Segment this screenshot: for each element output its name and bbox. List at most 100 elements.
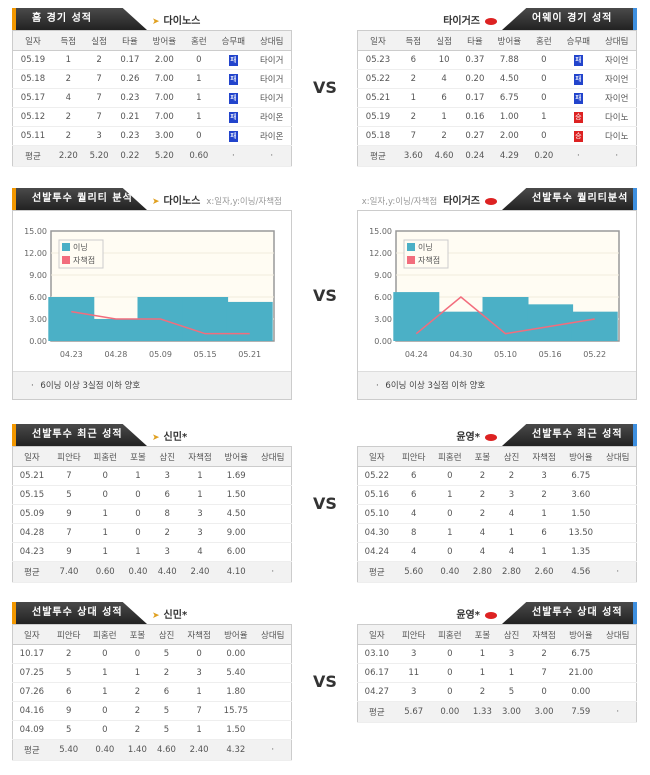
table-cell: 5 [50,485,88,505]
team-label: ➤ 다이노스 [152,12,200,27]
table-cell: 0 [183,126,215,146]
team-name: 신민* [163,432,188,443]
table-cell [254,542,292,562]
average-cell: 4.60 [428,145,460,167]
column-header: 홈런 [528,30,560,51]
table-row: 05.22 2 4 0.20 4.50 0 패 자이언 [357,69,637,89]
table-cell: 1.00 [490,107,529,127]
table-cell: 4 [181,542,219,562]
panel-header: 선발투수 퀄리티분석 x:일자,y:이닝/자책점 타이거즈 [357,188,637,210]
column-header: 포볼 [122,624,152,645]
table-cell: 2 [526,485,563,505]
table-row: 10.17 2 0 0 5 0 0.00 [12,644,292,664]
table-cell: 1 [496,523,527,543]
table-cell: 9 [50,542,88,562]
y-tick-label: 9.00 [29,271,47,280]
x-tick-label: 05.16 [539,350,562,359]
column-header: 상대팀 [252,30,292,51]
table-cell: 0 [123,485,153,505]
table-cell: 2 [122,720,152,740]
chart-footer-note: 6이닝 이상 3실점 이하 양호 [385,381,486,391]
table-cell: 07.26 [12,682,51,702]
average-cell: 4.60 [151,739,182,761]
average-cell: 1.33 [467,701,497,723]
average-cell: 3.00 [496,701,527,723]
team-logo-icon: ➤ [152,17,160,27]
table-cell [599,682,637,702]
table-cell: 4 [52,88,84,108]
average-cell: 평균 [12,145,53,167]
table-cell: 패 [559,88,598,108]
table-cell: 1 [87,504,124,524]
average-row: 평균 5.40 0.40 1.40 4.60 2.40 4.32 · [12,739,292,761]
table-cell [254,466,292,486]
table-cell: 6.00 [218,542,255,562]
table-cell: 1 [123,466,153,486]
table-cell: 05.21 [357,88,398,108]
table-cell: 3.00 [145,126,184,146]
column-header: 일자 [12,446,51,467]
table-cell: 9 [50,504,88,524]
table-cell: 2 [50,644,87,664]
table-cell [254,701,292,721]
table-cell: 승 [559,107,598,127]
average-row: 평균 5.60 0.40 2.80 2.80 2.60 4.56 · [357,561,637,583]
chart-box: 0.00 3.00 6.00 9.00 12.00 15.00 04.24 04.30 05.1… [357,210,637,400]
axis-note: x:일자,y:이닝/자책점 [206,197,282,207]
average-cell: · [599,701,637,723]
column-header: 삼진 [152,446,182,467]
x-tick-label: 05.09 [149,350,172,359]
table-cell: 7 [526,663,563,683]
table-cell [254,720,292,740]
loss-badge: 패 [228,130,238,142]
legend-label: 이닝 [418,242,433,252]
y-tick-label: 15.00 [24,227,47,236]
vs-label: VS [313,672,337,691]
table-row: 05.22 6 0 2 2 3 6.75 [357,466,637,486]
y-tick-label: 0.00 [374,337,392,346]
table-cell: 2 [526,644,563,664]
table-cell: 1 [431,485,468,505]
column-header: 일자 [12,30,53,51]
stats-table: 일자 피안타 피홈런 포볼 삼진 자책점 방어율 상대팀 10.17 2 0 0 5 0 0.00 07.25… [12,624,292,761]
average-cell: 4.10 [218,561,255,583]
average-cell: 0.22 [114,145,146,167]
average-cell: 2.80 [467,561,497,583]
column-header: 일자 [357,624,396,645]
average-cell: 2.80 [496,561,527,583]
home-record-panel: 홈 경기 성적 ➤ 다이노스 일자 득점 실점 타율 방어율 홈런 승무패 상대팀 05.19 1 2 0.… [12,8,292,167]
table-cell: 패 [214,107,253,127]
table-cell: 6 [428,88,460,108]
table-row: 04.09 5 0 2 5 1 1.50 [12,720,292,740]
average-cell: 5.20 [83,145,115,167]
average-cell: · [252,145,292,167]
average-cell: 2.40 [181,739,218,761]
table-cell: 05.09 [12,504,51,524]
section-title: 선발투수 최근 성적 [502,424,637,446]
vs-label: VS [313,78,337,97]
table-row: 05.09 9 1 0 8 3 4.50 [12,504,292,524]
table-cell: 5 [50,720,87,740]
table-cell: 1 [431,523,468,543]
table-cell: 라이온 [252,107,292,127]
pitcher-vs-right-panel: 선발투수 상대 성적 윤영* 일자 피안타 피홈런 포볼 삼진 자책점 방어율 상대팀 03.10 3… [357,602,637,723]
table-row: 05.17 4 7 0.23 7.00 1 패 타이거 [12,88,292,108]
table-cell: 3 [526,466,563,486]
column-header: 피홈런 [431,446,468,467]
table-cell: 21.00 [562,663,600,683]
column-header: 타율 [114,30,146,51]
table-cell: 1 [496,663,527,683]
table-cell: 7 [83,69,115,89]
average-cell: · [254,561,292,583]
table-cell [254,504,292,524]
table-cell: 6 [50,682,87,702]
y-tick-label: 3.00 [29,315,47,324]
table-cell: 4 [496,542,527,562]
table-cell: 1.80 [217,682,255,702]
team-label: 윤영* [456,428,497,443]
table-cell: 3 [496,644,527,664]
table-cell: 1 [467,644,497,664]
table-row: 05.21 1 6 0.17 6.75 0 패 자이언 [357,88,637,108]
table-cell: 04.09 [12,720,51,740]
